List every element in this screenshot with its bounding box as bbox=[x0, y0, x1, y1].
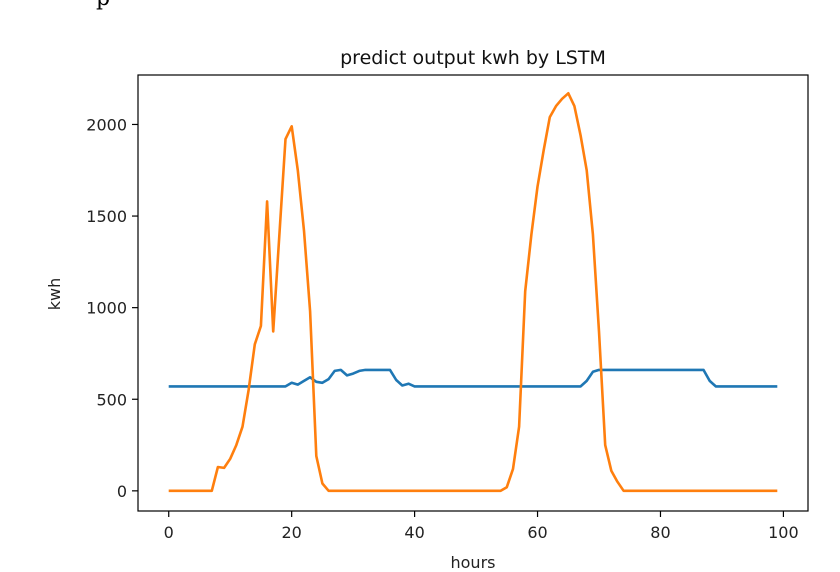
x-tick-label: 40 bbox=[404, 523, 424, 542]
y-axis-label: kwh bbox=[45, 278, 64, 311]
x-tick-label: 60 bbox=[527, 523, 547, 542]
x-axis-label: hours bbox=[451, 553, 496, 572]
y-axis-ticks: 0 500 1000 1500 2000 bbox=[86, 115, 138, 501]
series-line-1 bbox=[168, 368, 778, 388]
y-tick-label: 500 bbox=[96, 390, 127, 409]
y-tick-label: 2000 bbox=[86, 115, 127, 134]
x-tick-label: 0 bbox=[164, 523, 174, 542]
x-tick-label: 80 bbox=[650, 523, 670, 542]
plot-frame bbox=[137, 74, 809, 512]
y-tick-label: 1000 bbox=[86, 299, 127, 318]
x-tick-label: 100 bbox=[768, 523, 799, 542]
x-tick-label: 20 bbox=[281, 523, 301, 542]
corner-text: p bbox=[96, 0, 110, 11]
plot-lines bbox=[168, 92, 778, 493]
x-axis-ticks: 0 20 40 60 80 100 bbox=[164, 511, 799, 542]
y-tick-label: 1500 bbox=[86, 207, 127, 226]
y-tick-label: 0 bbox=[117, 482, 127, 501]
series-line-2 bbox=[168, 92, 778, 493]
chart-title: predict output kwh by LSTM bbox=[340, 47, 606, 69]
